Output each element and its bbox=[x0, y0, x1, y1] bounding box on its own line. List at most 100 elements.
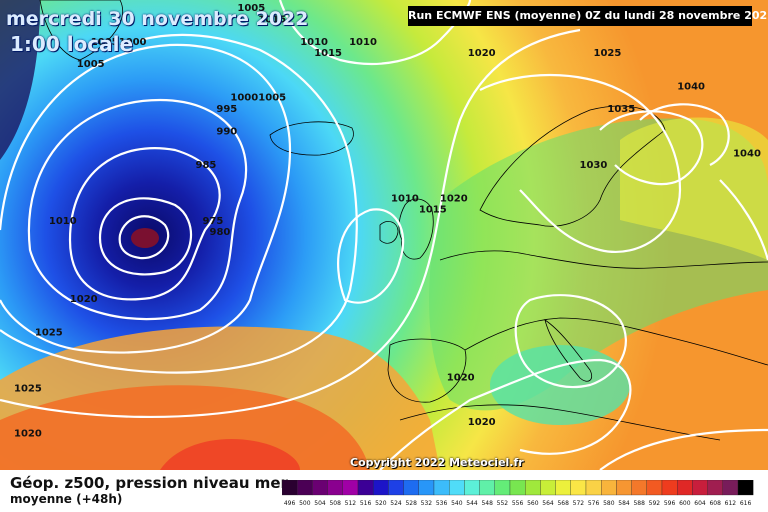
legend-tick-label: 616 bbox=[740, 500, 752, 507]
legend-tick-label: 572 bbox=[573, 500, 585, 507]
legend-tick-label: 512 bbox=[345, 500, 357, 507]
legend-tick-label: 612 bbox=[725, 500, 737, 507]
legend-swatch bbox=[692, 480, 708, 496]
isobar-label: 990 bbox=[216, 126, 237, 137]
isobar-label: 980 bbox=[210, 227, 231, 238]
legend-tick-label: 520 bbox=[375, 500, 387, 507]
legend-tick-label: 500 bbox=[299, 500, 311, 507]
legend-swatch bbox=[540, 480, 556, 496]
isobar-label: 1005 bbox=[237, 3, 265, 14]
legend-swatch bbox=[509, 480, 526, 496]
coastlines bbox=[39, 0, 768, 441]
legend-tick-label: 588 bbox=[633, 500, 645, 507]
legend-swatch bbox=[494, 480, 511, 496]
legend-swatch bbox=[677, 480, 693, 496]
legend-tick-label: 524 bbox=[390, 500, 402, 507]
isobar-label: 1025 bbox=[35, 328, 63, 339]
isobar-label: 1020 bbox=[70, 294, 98, 305]
warm-ridge-peak bbox=[160, 438, 300, 470]
isobar-label: 1010 bbox=[349, 37, 377, 48]
legend-swatch bbox=[342, 480, 359, 496]
legend-tick-label: 528 bbox=[405, 500, 417, 507]
isobar-label: 1025 bbox=[14, 384, 42, 395]
legend-tick-label: 576 bbox=[588, 500, 600, 507]
legend-swatch bbox=[585, 480, 602, 496]
legend-swatch bbox=[327, 480, 343, 496]
isobar-label: 1030 bbox=[580, 160, 608, 171]
isobar-label: 1040 bbox=[733, 149, 761, 160]
legend-tick-label: 608 bbox=[709, 500, 721, 507]
isobar-label: 1015 bbox=[419, 205, 447, 216]
legend-swatch bbox=[282, 480, 298, 496]
run-info: Run ECMWF ENS (moyenne) 0Z du lundi 28 n… bbox=[408, 6, 768, 26]
isobar-label: 1015 bbox=[314, 48, 342, 59]
forecast-date: mercredi 30 novembre 2022 bbox=[6, 8, 309, 30]
legend-tick-label: 600 bbox=[679, 500, 691, 507]
legend-tick-label: 584 bbox=[618, 500, 630, 507]
legend-tick-label: 568 bbox=[557, 500, 569, 507]
isobar-label: 1005 bbox=[258, 93, 286, 104]
polar-trough-west bbox=[0, 0, 40, 160]
legend-swatch bbox=[555, 480, 571, 496]
legend-swatch bbox=[312, 480, 328, 496]
legend-tick-label: 592 bbox=[649, 500, 661, 507]
legend-swatch bbox=[388, 480, 404, 496]
isobar-label: 995 bbox=[216, 104, 237, 115]
color-legend: 496 500 504 508 512 516 520 524 528 532 536 540 544 5… bbox=[282, 480, 754, 507]
legend-tick-label: 580 bbox=[603, 500, 615, 507]
legend-tick-label: 560 bbox=[527, 500, 539, 507]
legend-swatch bbox=[403, 480, 419, 496]
legend-swatch bbox=[570, 480, 587, 496]
legend-tick-label: 604 bbox=[694, 500, 706, 507]
isobar-label: 1040 bbox=[677, 82, 705, 93]
legend-tick-label: 516 bbox=[360, 500, 372, 507]
isobar-label: 1000 bbox=[119, 37, 147, 48]
legend-tick-label: 596 bbox=[664, 500, 676, 507]
legend-swatch bbox=[722, 480, 739, 496]
legend-swatch bbox=[646, 480, 663, 496]
legend-tick-label: 540 bbox=[451, 500, 463, 507]
forecast-time: 1:00 locale bbox=[10, 32, 134, 56]
legend-tick-label: 532 bbox=[421, 500, 433, 507]
isobar-label: 1015 bbox=[258, 14, 286, 25]
map-title: Géop. z500, pression niveau mer bbox=[10, 474, 288, 492]
legend-swatch bbox=[601, 480, 617, 496]
legend-tick-label: 508 bbox=[329, 500, 341, 507]
isobar-label: 1000 bbox=[230, 93, 258, 104]
ridge-east bbox=[620, 117, 768, 260]
legend-swatch bbox=[464, 480, 480, 496]
isobar-label: 1010 bbox=[391, 193, 419, 204]
isobar-label: 1020 bbox=[14, 428, 42, 439]
legend-tick-label: 556 bbox=[512, 500, 524, 507]
legend-swatch bbox=[707, 480, 723, 496]
legend-swatch bbox=[418, 480, 435, 496]
isobar-label: 1025 bbox=[594, 48, 622, 59]
legend-tick-label: 552 bbox=[497, 500, 509, 507]
legend-tick-label: 496 bbox=[284, 500, 296, 507]
copyright: Copyright 2022 Meteociel.fr bbox=[350, 456, 524, 469]
isobar-label: 1005 bbox=[77, 59, 105, 70]
isobar-label: 1010 bbox=[49, 216, 77, 227]
legend-tick-label: 564 bbox=[542, 500, 554, 507]
legend-tick-label: 504 bbox=[314, 500, 326, 507]
legend-swatch bbox=[616, 480, 632, 496]
isobar-label: 1020 bbox=[447, 373, 475, 384]
legend-swatch bbox=[661, 480, 678, 496]
low-center bbox=[131, 228, 159, 248]
isobar-label: 1035 bbox=[607, 104, 635, 115]
isobar-label: 1010 bbox=[300, 37, 328, 48]
legend-swatch bbox=[631, 480, 647, 496]
isobar-label: 975 bbox=[203, 216, 224, 227]
isobar-label: 1005 bbox=[91, 37, 119, 48]
isobar-label: 1020 bbox=[440, 193, 468, 204]
legend-swatch bbox=[525, 480, 541, 496]
isobar-label: 985 bbox=[196, 160, 217, 171]
isobar-label: 1020 bbox=[468, 417, 496, 428]
legend-tick-label: 544 bbox=[466, 500, 478, 507]
legend-swatch bbox=[737, 480, 754, 496]
legend-swatch bbox=[357, 480, 374, 496]
legend-swatch bbox=[433, 480, 450, 496]
isobar-label: 1020 bbox=[468, 48, 496, 59]
